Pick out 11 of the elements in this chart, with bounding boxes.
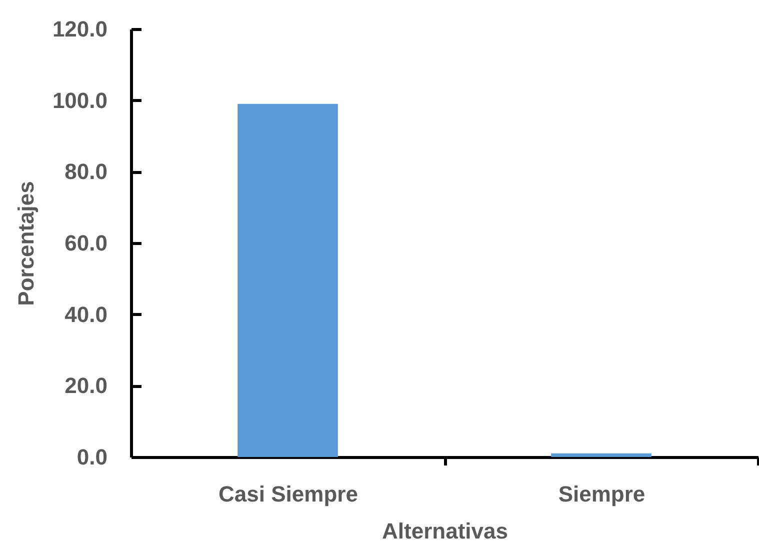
x-axis-title: Alternativas xyxy=(382,518,508,542)
y-tick-label: 40.0 xyxy=(64,302,108,327)
y-tick-label: 0.0 xyxy=(76,444,108,470)
y-axis-title: Porcentajes xyxy=(13,181,38,306)
y-tick-label: 60.0 xyxy=(64,230,108,256)
y-tick-label: 120.0 xyxy=(52,16,108,42)
y-tick-label: 20.0 xyxy=(64,373,108,398)
y-tick-label: 100.0 xyxy=(52,88,108,113)
y-tick-label: 80.0 xyxy=(64,159,108,184)
x-tick-label: Casi Siempre xyxy=(218,482,358,506)
x-tick-label: Siempre xyxy=(558,482,646,506)
